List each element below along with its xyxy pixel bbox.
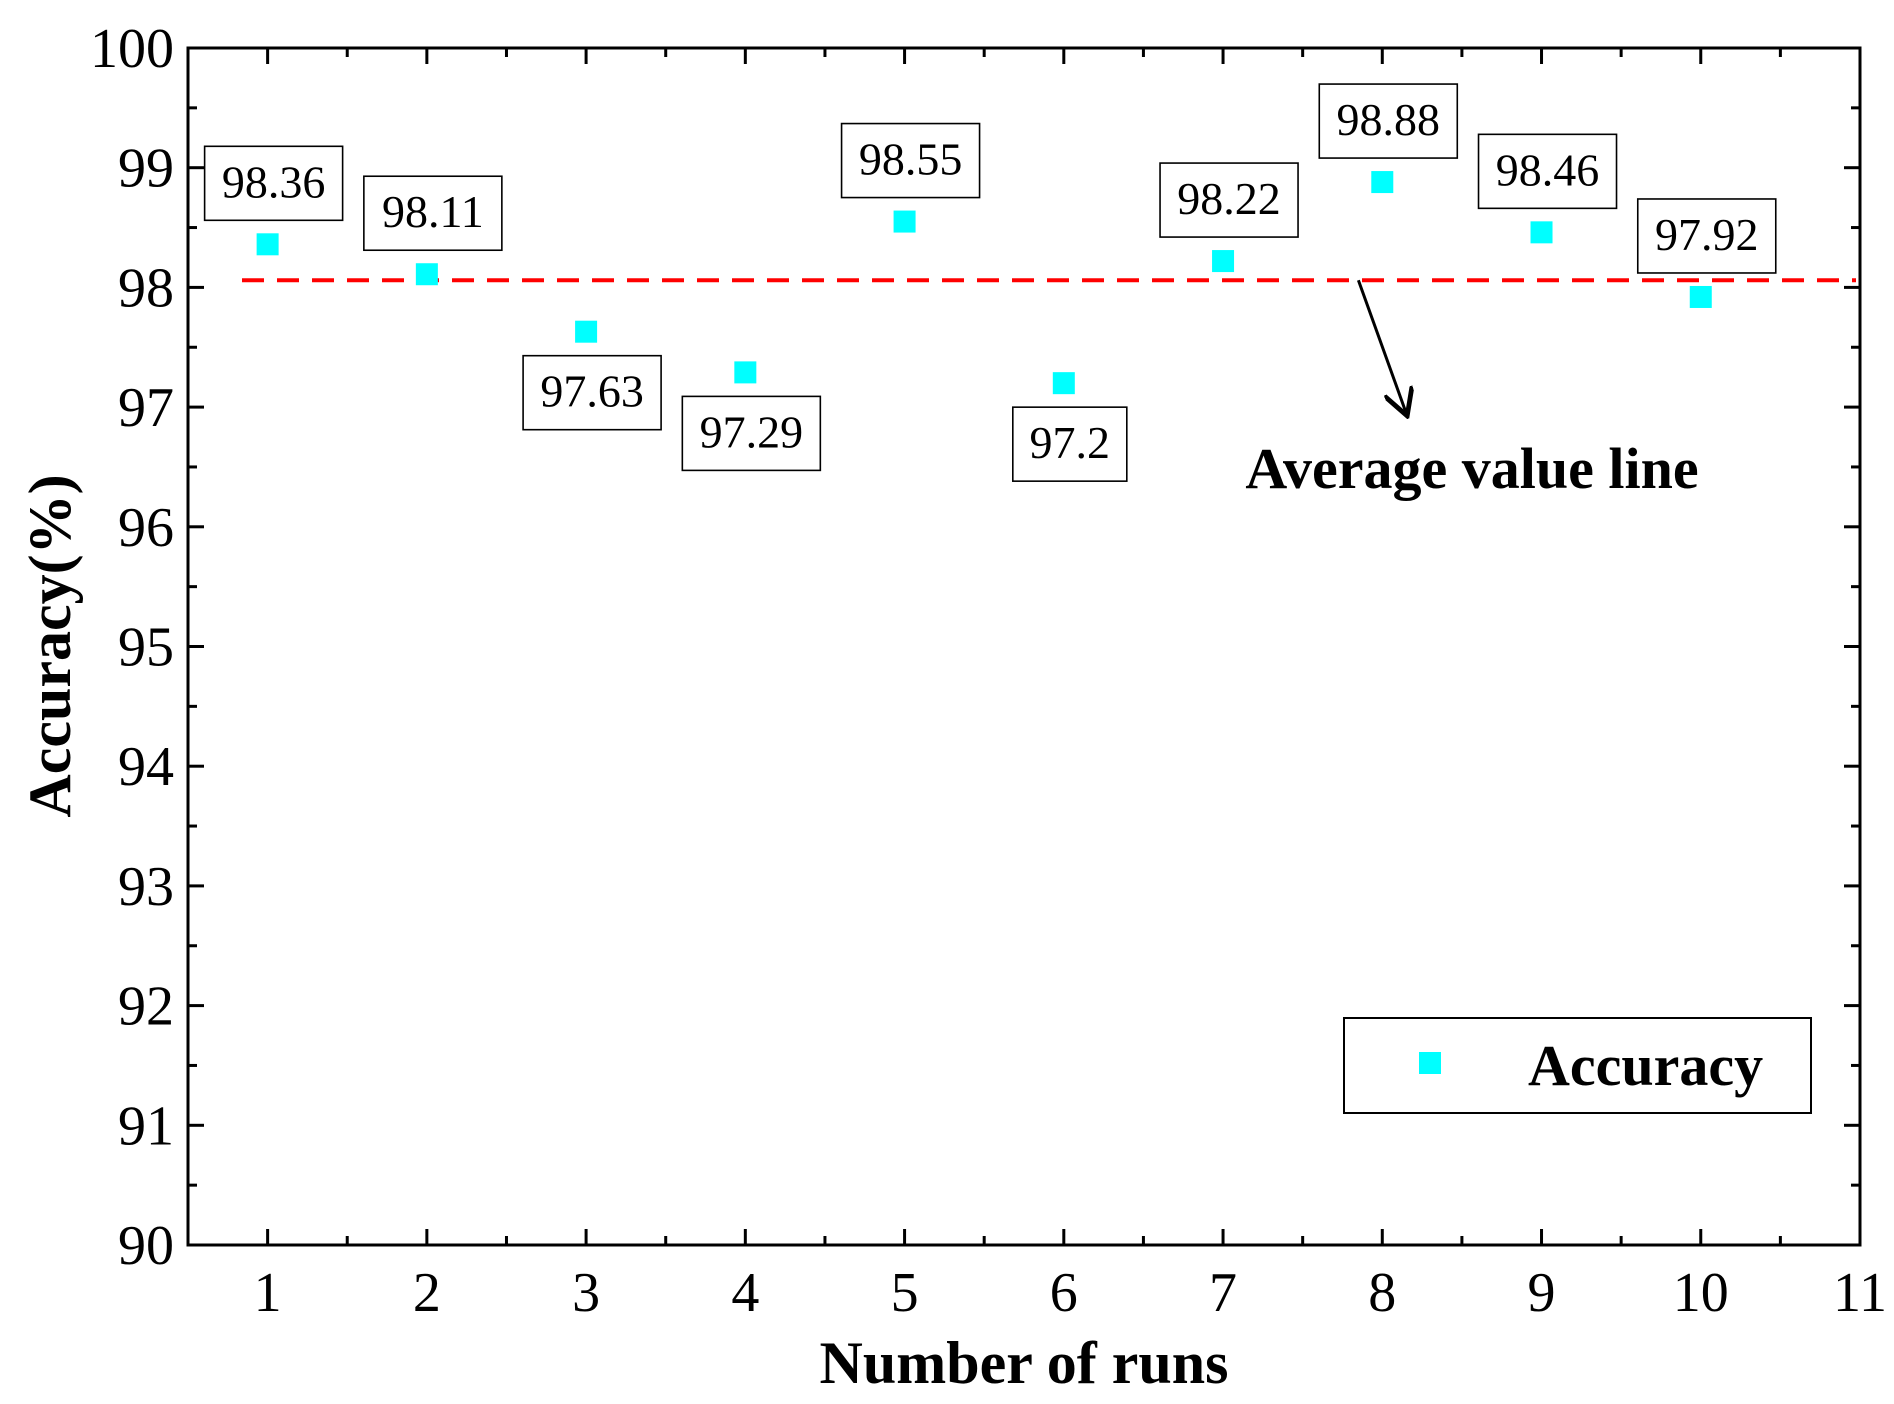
data-label: 98.55 [859,134,963,185]
data-label: 98.22 [1177,173,1281,224]
legend-label: Accuracy [1528,1033,1763,1098]
y-tick-label: 97 [118,377,174,439]
data-label: 98.36 [222,156,326,207]
data-point [734,361,757,384]
y-tick-label: 95 [118,617,174,679]
x-tick-label: 9 [1528,1262,1556,1324]
y-tick-label: 96 [118,497,174,559]
data-label-box [1477,133,1618,210]
x-tick-label: 11 [1833,1262,1887,1324]
data-label-box [1012,406,1128,482]
legend-box [1343,1017,1812,1114]
data-labels: 98.36 98.11 97.63 97.29 98.55 97.2 98.22 98.88 9… [203,83,1777,482]
data-label: 97.63 [540,366,644,417]
y-tick-label: 100 [90,18,174,80]
data-point [415,263,438,286]
data-label: 98.11 [382,186,484,237]
data-point [1530,221,1553,244]
data-point [1052,372,1075,395]
data-label-box [522,354,662,431]
data-label: 98.46 [1496,144,1600,195]
data-label-box [1318,83,1459,159]
y-axis-ticks: 90 91 92 93 94 95 96 97 98 99 100 [90,18,1860,1277]
y-axis-title: Accuracy(%) [17,474,83,817]
data-label-box [1636,198,1777,274]
data-point [1212,250,1235,273]
annotation-group: Average value line [1245,279,1699,501]
x-tick-label: 5 [891,1262,919,1324]
data-point [893,210,916,233]
data-label-box [1159,162,1299,238]
data-point [575,320,598,343]
x-tick-label: 1 [254,1262,282,1324]
annotation-text: Average value line [1245,436,1698,501]
x-tick-label: 8 [1368,1262,1396,1324]
data-label: 97.29 [700,406,804,457]
y-tick-label: 90 [118,1215,174,1277]
data-label-box [681,395,822,472]
data-label-box [203,145,344,222]
data-point [1689,285,1712,308]
x-tick-label: 2 [413,1262,441,1324]
data-label-box [840,122,981,199]
x-tick-label: 6 [1050,1262,1078,1324]
y-tick-label: 98 [118,257,174,319]
x-axis-ticks: 1 2 3 4 5 6 7 8 9 10 11 [254,48,1887,1324]
data-label: 97.2 [1030,417,1111,468]
x-axis-title: Number of runs [820,1330,1229,1396]
legend: Accuracy [1343,1017,1812,1114]
x-tick-label: 4 [731,1262,759,1324]
y-tick-label: 91 [118,1095,174,1157]
legend-marker [1419,1052,1441,1074]
data-point [1371,171,1394,194]
data-label: 98.88 [1337,94,1441,145]
annotation-arrow [1356,279,1406,413]
x-tick-label: 7 [1209,1262,1237,1324]
x-tick-label: 3 [572,1262,600,1324]
y-tick-label: 92 [118,976,174,1038]
data-label-box [363,175,503,252]
data-points [256,171,1712,395]
data-label: 97.92 [1655,209,1759,260]
data-point [256,233,279,256]
y-tick-label: 93 [118,856,174,918]
y-tick-label: 94 [118,736,174,798]
x-tick-label: 10 [1673,1262,1729,1324]
y-tick-label: 99 [118,138,174,200]
